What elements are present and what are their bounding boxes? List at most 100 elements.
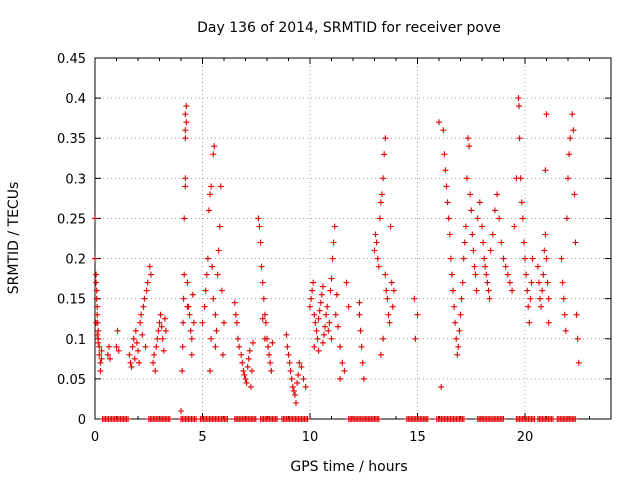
data-point (128, 363, 135, 370)
data-point (328, 335, 335, 342)
data-point (260, 295, 267, 302)
data-point (337, 343, 344, 350)
data-point (360, 375, 367, 382)
data-point (257, 239, 264, 246)
data-point (441, 151, 448, 158)
data-point (96, 343, 103, 350)
data-point (232, 311, 239, 318)
data-point (92, 255, 98, 262)
data-point (356, 299, 363, 306)
data-point (188, 351, 195, 358)
data-point (542, 167, 549, 174)
data-point (203, 271, 210, 278)
data-point (182, 183, 189, 190)
data-point (540, 271, 547, 278)
data-point (190, 319, 197, 326)
data-point (390, 287, 397, 294)
data-point (147, 271, 154, 278)
data-point (218, 287, 225, 294)
data-point (285, 351, 292, 358)
data-point (114, 327, 121, 334)
data-point (216, 223, 223, 230)
data-point (515, 95, 522, 102)
data-point (307, 303, 313, 310)
data-point (516, 135, 523, 142)
data-point (261, 335, 268, 342)
zero-point (375, 416, 382, 422)
data-point (290, 387, 297, 394)
data-point (153, 343, 160, 350)
data-point (310, 279, 317, 286)
data-point (480, 239, 487, 246)
data-point (559, 279, 566, 286)
data-point (205, 207, 212, 214)
data-point (460, 255, 467, 262)
data-point (261, 311, 268, 318)
data-point (381, 151, 388, 158)
data-point (358, 343, 365, 350)
data-point (487, 247, 494, 254)
data-point (442, 167, 449, 174)
data-point (144, 279, 151, 286)
data-point (315, 315, 322, 322)
data-point (318, 291, 325, 298)
data-point (94, 311, 101, 318)
data-point (287, 367, 294, 374)
y-axis-label: SRMTID / TECUs (6, 182, 22, 295)
zero-point (460, 416, 467, 422)
data-point (484, 279, 491, 286)
data-point (135, 347, 141, 354)
data-point (94, 303, 101, 310)
data-point (331, 223, 338, 230)
data-point (563, 215, 570, 222)
data-point (327, 287, 334, 294)
data-point (520, 239, 527, 246)
data-point (180, 295, 187, 302)
data-point (130, 335, 137, 342)
data-point (132, 327, 139, 334)
data-point (519, 215, 526, 222)
data-point (213, 327, 220, 334)
data-point (545, 319, 552, 326)
data-point (162, 327, 169, 334)
data-point (446, 231, 453, 238)
data-point (266, 351, 273, 358)
data-point (283, 331, 290, 338)
data-point (96, 351, 103, 358)
data-point (262, 319, 269, 326)
data-point (388, 279, 395, 286)
data-point (293, 400, 299, 406)
data-point (455, 343, 462, 350)
data-point (565, 175, 571, 182)
data-point (472, 271, 479, 278)
data-point (436, 119, 442, 126)
data-point (509, 287, 516, 294)
data-point (379, 191, 385, 198)
data-point (566, 151, 573, 158)
data-point (126, 351, 133, 358)
data-point (524, 287, 531, 294)
data-point (454, 351, 461, 358)
data-point (491, 207, 498, 214)
data-point (443, 183, 450, 190)
data-point (498, 239, 505, 246)
data-point (473, 287, 480, 294)
data-point (573, 311, 580, 318)
data-point (184, 279, 191, 286)
y-tick-label: 0.05 (57, 373, 86, 388)
data-point (323, 311, 330, 318)
data-point (517, 175, 524, 182)
x-axis-label: GPS time / hours (290, 459, 407, 475)
data-point (150, 359, 157, 366)
data-point (269, 339, 276, 346)
data-point (139, 331, 146, 338)
data-point (288, 375, 295, 382)
data-point (94, 331, 101, 338)
data-point (335, 323, 341, 330)
data-point (140, 303, 147, 310)
data-point (319, 339, 326, 346)
data-point (526, 319, 533, 326)
data-point (302, 383, 309, 390)
data-point (309, 287, 316, 294)
data-point (259, 279, 266, 286)
